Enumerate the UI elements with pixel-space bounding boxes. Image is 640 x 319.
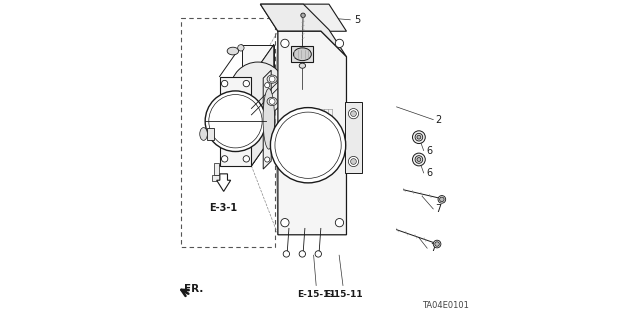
Ellipse shape xyxy=(269,76,275,82)
Ellipse shape xyxy=(281,39,289,48)
Text: E-15-11: E-15-11 xyxy=(297,290,335,299)
Ellipse shape xyxy=(237,45,244,51)
Text: E-3-1: E-3-1 xyxy=(209,203,237,212)
Text: 6: 6 xyxy=(426,145,433,156)
Bar xyxy=(291,46,312,62)
Text: E-15-11: E-15-11 xyxy=(324,290,362,299)
Ellipse shape xyxy=(413,131,425,144)
Polygon shape xyxy=(220,134,274,166)
Polygon shape xyxy=(220,77,252,166)
Text: FR.: FR. xyxy=(184,284,204,294)
Bar xyxy=(212,175,221,181)
Ellipse shape xyxy=(265,157,269,162)
Polygon shape xyxy=(242,45,274,134)
Ellipse shape xyxy=(433,240,441,248)
Ellipse shape xyxy=(440,197,444,202)
Bar xyxy=(214,163,219,175)
Ellipse shape xyxy=(269,99,275,104)
Ellipse shape xyxy=(348,108,358,119)
Ellipse shape xyxy=(221,80,228,87)
Ellipse shape xyxy=(348,156,358,167)
Ellipse shape xyxy=(227,47,239,55)
Ellipse shape xyxy=(415,133,422,141)
Ellipse shape xyxy=(351,159,356,164)
Ellipse shape xyxy=(435,242,439,246)
Ellipse shape xyxy=(415,156,422,163)
Text: 5: 5 xyxy=(355,15,361,25)
Polygon shape xyxy=(263,70,271,169)
Text: 1: 1 xyxy=(307,103,314,114)
Text: 2: 2 xyxy=(435,115,442,125)
Bar xyxy=(207,128,214,140)
Text: 3: 3 xyxy=(284,63,290,74)
Ellipse shape xyxy=(438,196,445,203)
Ellipse shape xyxy=(267,97,277,106)
Ellipse shape xyxy=(281,219,289,227)
Ellipse shape xyxy=(335,219,344,227)
Text: TA04E0101: TA04E0101 xyxy=(422,301,469,310)
Ellipse shape xyxy=(265,83,269,88)
Polygon shape xyxy=(217,174,230,191)
Ellipse shape xyxy=(300,63,305,68)
Ellipse shape xyxy=(200,128,207,140)
Bar xyxy=(181,18,275,247)
Ellipse shape xyxy=(351,111,356,116)
Text: 4: 4 xyxy=(284,88,290,98)
Polygon shape xyxy=(252,45,274,166)
Polygon shape xyxy=(260,4,346,31)
Polygon shape xyxy=(260,4,346,57)
Ellipse shape xyxy=(221,156,228,162)
Ellipse shape xyxy=(243,80,250,87)
Ellipse shape xyxy=(271,108,346,183)
Text: 7: 7 xyxy=(435,204,442,214)
Ellipse shape xyxy=(417,135,421,139)
Ellipse shape xyxy=(243,156,250,162)
Ellipse shape xyxy=(301,13,305,18)
Ellipse shape xyxy=(263,88,275,149)
Ellipse shape xyxy=(294,48,311,61)
Text: 6: 6 xyxy=(426,168,433,178)
Bar xyxy=(345,102,362,173)
Ellipse shape xyxy=(417,158,421,161)
Ellipse shape xyxy=(413,153,425,166)
Polygon shape xyxy=(278,31,346,235)
Ellipse shape xyxy=(205,91,266,152)
Ellipse shape xyxy=(230,62,285,116)
Ellipse shape xyxy=(267,75,277,83)
Text: 7: 7 xyxy=(430,243,436,253)
Ellipse shape xyxy=(335,39,344,48)
